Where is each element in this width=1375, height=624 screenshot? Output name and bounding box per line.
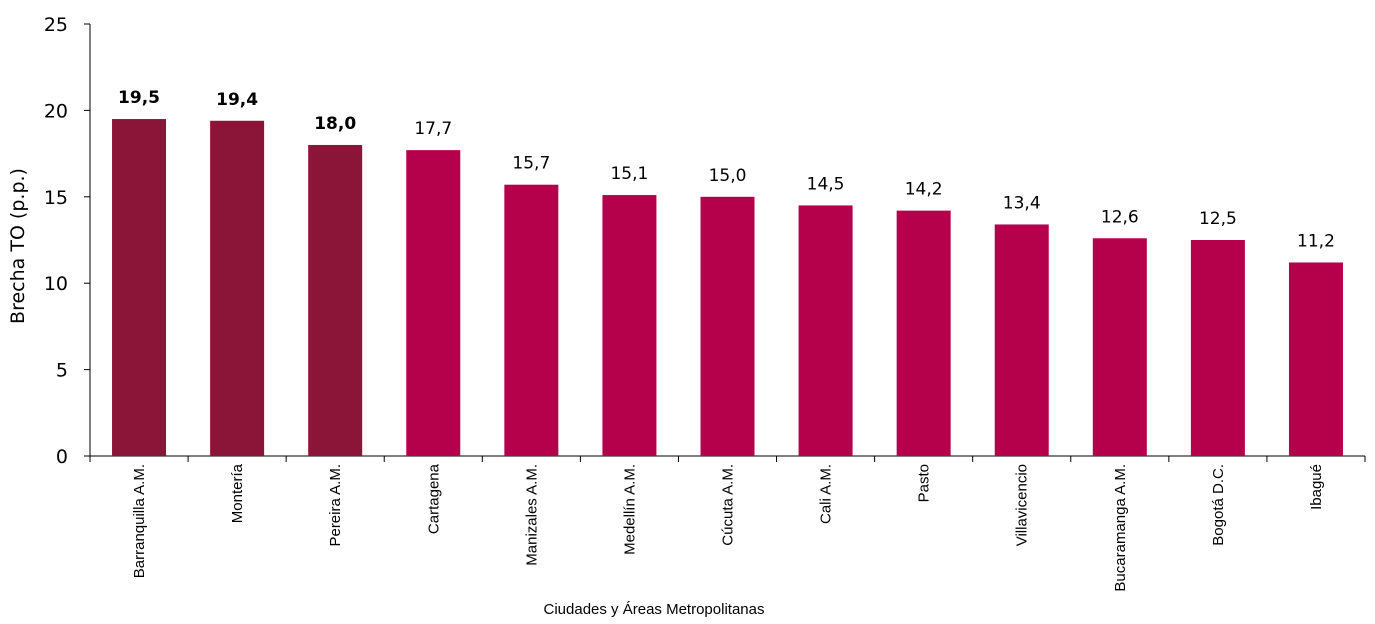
x-tick-label: Cali A.M. (818, 464, 835, 524)
bar (1092, 238, 1147, 456)
y-tick-label: 15 (44, 187, 68, 209)
data-label: 12,5 (1199, 209, 1237, 229)
x-tick-label: Montería (229, 463, 246, 523)
bar (406, 150, 461, 457)
x-tick-label: Cartagena (425, 463, 442, 534)
bar (798, 205, 853, 456)
bar (210, 120, 265, 456)
x-tick-label: Barranquilla A.M. (131, 464, 148, 578)
bar (700, 196, 755, 457)
y-tick-label: 20 (44, 100, 68, 122)
data-label: 19,4 (216, 90, 258, 110)
x-tick-label: Pereira A.M. (327, 464, 344, 547)
bar (1288, 262, 1343, 456)
bar (896, 210, 951, 456)
x-tick-label: Bogotá D.C. (1210, 464, 1227, 546)
bar (112, 119, 167, 456)
x-tick-label: Pasto (916, 464, 933, 502)
data-label: 19,5 (118, 88, 160, 108)
data-label: 15,7 (512, 154, 550, 174)
y-axis: 0 5 10 15 20 25 (44, 14, 91, 468)
y-tick-label: 10 (44, 273, 68, 295)
y-tick-label: 25 (44, 14, 68, 36)
bar (602, 195, 657, 456)
y-tick-label: 5 (56, 360, 68, 382)
x-axis: Barranquilla A.M. Montería Pereira A.M. Car… (89, 455, 1366, 592)
bar (308, 144, 363, 456)
bars-group (112, 119, 1343, 457)
data-label: 18,0 (314, 114, 356, 134)
data-label: 12,6 (1101, 207, 1139, 227)
data-label: 15,1 (610, 164, 648, 184)
data-label: 14,2 (905, 180, 943, 200)
x-tick-label: Villavicencio (1014, 464, 1031, 546)
data-label: 17,7 (414, 119, 452, 139)
x-tick-label: Manizales A.M. (523, 464, 540, 566)
bar (994, 224, 1049, 456)
data-labels-group: 19,5 19,4 18,0 17,7 15,7 15,1 15,0 14,5 14,2 13,4… (118, 88, 1335, 251)
data-label: 14,5 (807, 174, 845, 194)
data-label: 11,2 (1297, 231, 1335, 251)
x-tick-label: Ibagué (1308, 464, 1325, 510)
x-tick-label: Bucaramanga A.M. (1112, 464, 1129, 592)
x-axis-title: Ciudades y Áreas Metropolitanas (544, 601, 765, 618)
bar (504, 184, 559, 457)
data-label: 15,0 (709, 166, 747, 186)
y-tick-label: 0 (56, 446, 68, 468)
bar (1190, 240, 1245, 456)
x-tick-label: Medellín A.M. (621, 464, 638, 555)
x-tick-label: Cúcuta A.M. (720, 464, 737, 546)
y-axis-title: Brecha TO (p.p.) (7, 168, 29, 324)
data-label: 13,4 (1003, 193, 1041, 213)
